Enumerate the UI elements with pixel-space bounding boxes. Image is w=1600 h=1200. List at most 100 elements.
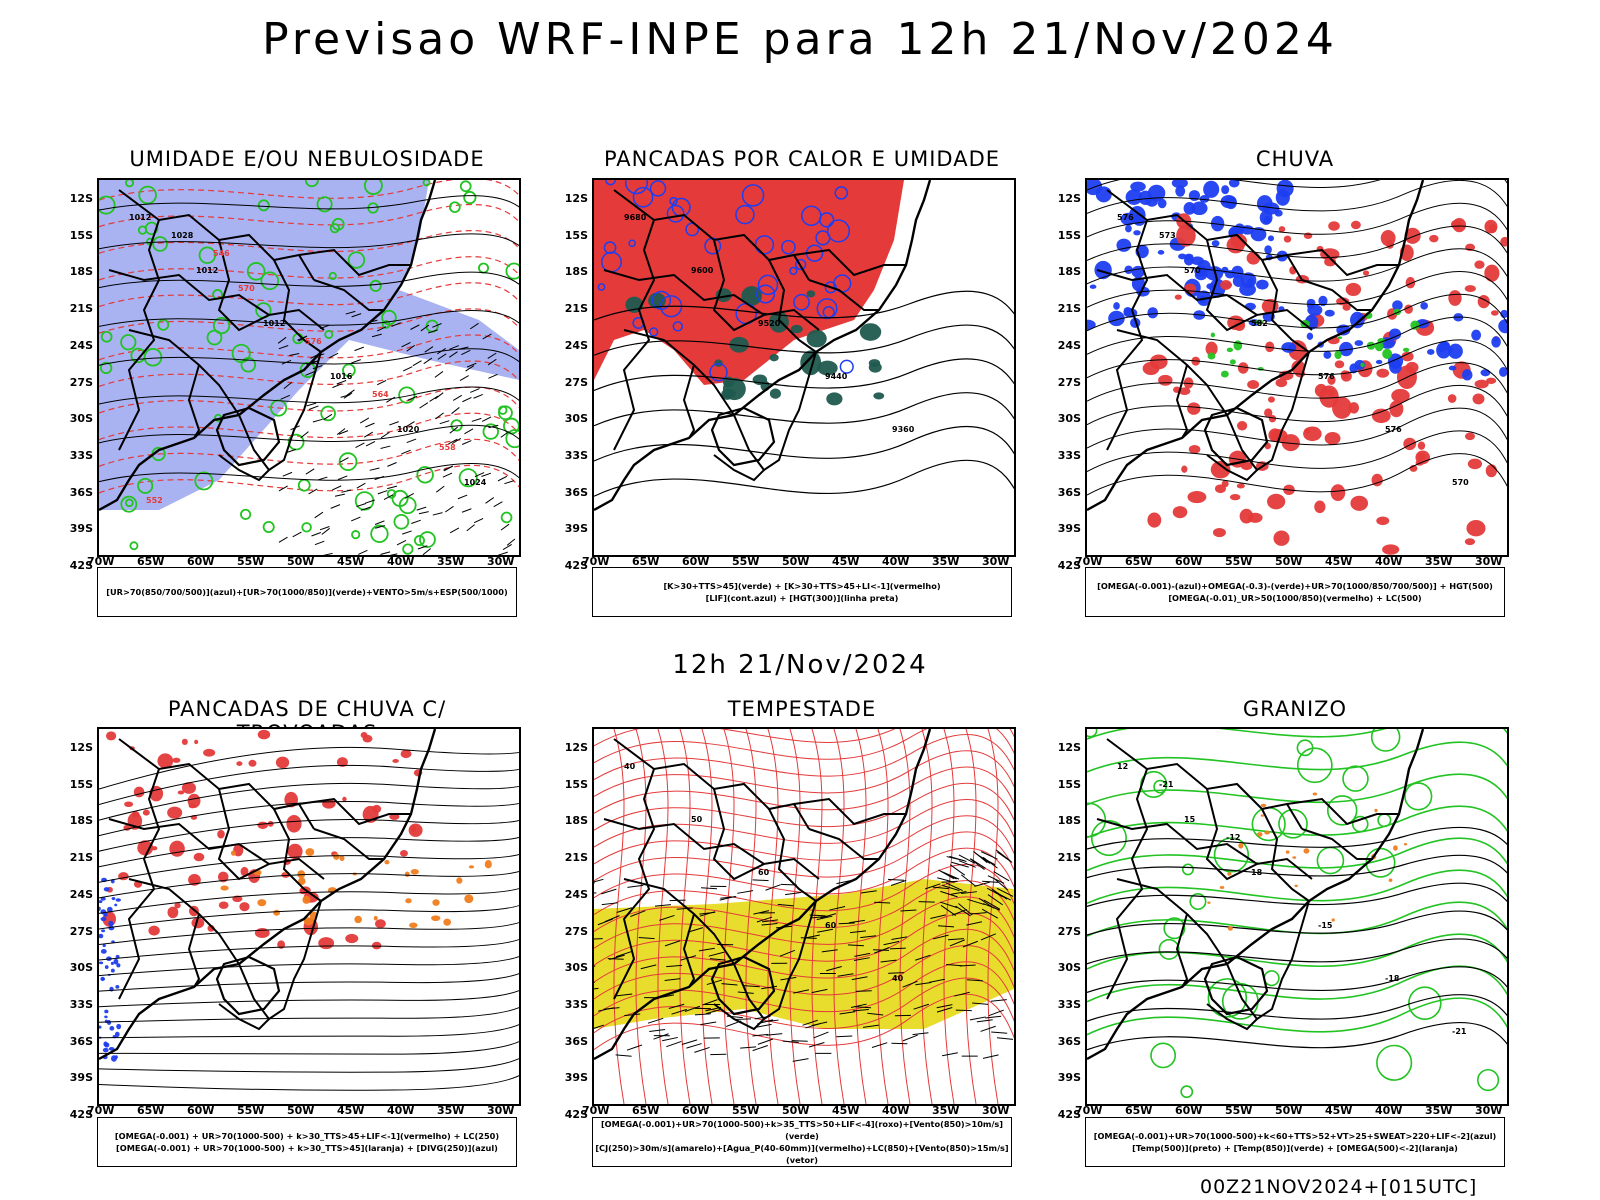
- lon-tick-label: 30W: [982, 1104, 1010, 1117]
- lon-tick-label: 60W: [1175, 555, 1203, 568]
- contour-label: -18: [1385, 974, 1400, 983]
- contour-label: 50: [691, 815, 703, 824]
- forecast-map: 40 50 60 60 40: [592, 727, 1016, 1106]
- lat-tick-label: 27S: [69, 924, 93, 938]
- lon-tick-label: 40W: [387, 1104, 415, 1117]
- contour-label: 573: [1159, 231, 1176, 240]
- lat-tick-label: 42S: [564, 1108, 588, 1121]
- lon-tick-label: 60W: [187, 1104, 215, 1117]
- lon-tick-label: 35W: [1425, 555, 1453, 568]
- lat-tick-label: 12S: [564, 192, 588, 205]
- lat-tick-label: 39S: [69, 522, 93, 536]
- lat-tick-label: 18S: [564, 265, 588, 279]
- lat-axis: 12S 15S 18S 21S 24S 27S 30S 33S 36S 39S 42S: [65, 178, 95, 572]
- lat-tick-label: 24S: [1057, 338, 1081, 352]
- panel-legend: [K>30+TTS>45](verde) + [K>30+TTS>45+LI<-…: [592, 567, 1012, 617]
- contour-label: 576: [1385, 425, 1402, 434]
- contour-label: 570: [1184, 266, 1201, 275]
- lat-tick-label: 18S: [564, 814, 588, 828]
- map-plot: 12 15 18 -15 -18 -21 -21 -12: [1087, 729, 1507, 1099]
- contour-label: 570: [1452, 478, 1469, 487]
- lat-tick-label: 30S: [564, 961, 588, 975]
- lon-tick-label: 60W: [682, 555, 710, 568]
- contour-label: 1012: [129, 213, 151, 222]
- lon-tick-label: 30W: [1475, 1104, 1503, 1117]
- legend-line: [CJ(250)>30m/s](amarelo)+[Agua_P(40-60mm…: [595, 1143, 1009, 1165]
- contour-label: 582: [1251, 319, 1268, 328]
- contour-label: -15: [1318, 921, 1333, 930]
- contour-label: 1024: [464, 478, 487, 487]
- page-title: Previsao WRF-INPE para 12h 21/Nov/2024: [262, 14, 1338, 65]
- lat-tick-label: 15S: [564, 228, 588, 242]
- contour-label: 576: [1117, 213, 1134, 222]
- lon-tick-label: 70W: [1075, 555, 1103, 568]
- contour-label: 40: [624, 762, 636, 771]
- lon-tick-label: 70W: [87, 555, 115, 568]
- lon-tick-label: 45W: [832, 1104, 860, 1117]
- legend-line: [OMEGA(-0.001)-(azul)+OMEGA(-0.3)-(verde…: [1097, 581, 1493, 591]
- contour-label: 546: [213, 249, 230, 258]
- lon-tick-label: 45W: [1325, 555, 1353, 568]
- lat-tick-label: 33S: [69, 448, 93, 462]
- lat-tick-label: 27S: [564, 375, 588, 389]
- lon-axis: 70W 65W 60W 55W 50W 45W 40W 35W 30W: [582, 555, 1022, 569]
- contour-label: 18: [1251, 868, 1263, 877]
- lat-axis: 12S 15S 18S 21S 24S 27S 30S 33S 36S 39S 42S: [1053, 178, 1083, 572]
- lon-tick-label: 60W: [187, 555, 215, 568]
- contour-label: 1020: [397, 425, 420, 434]
- panel-title: PANCADAS POR CALOR E UMIDADE: [603, 147, 1001, 171]
- forecast-map: [97, 727, 521, 1106]
- lat-tick-label: 36S: [69, 1034, 93, 1048]
- lon-tick-label: 30W: [982, 555, 1010, 568]
- lon-axis: 70W 65W 60W 55W 50W 45W 40W 35W 30W: [87, 555, 527, 569]
- map-plot: 9680 9600 9520 9440 9360: [594, 180, 1014, 512]
- panel-title: CHUVA: [1255, 147, 1335, 171]
- lat-tick-label: 42S: [1057, 1108, 1081, 1121]
- lat-tick-label: 24S: [69, 887, 93, 901]
- lon-tick-label: 65W: [632, 555, 660, 568]
- lon-tick-label: 40W: [882, 555, 910, 568]
- legend-line: [OMEGA(-0.001)+UR>70(1000-500)+k>35_TTS>…: [600, 1119, 1004, 1141]
- lat-tick-label: 36S: [564, 485, 588, 499]
- contour-label: 9440: [825, 372, 848, 381]
- lon-tick-label: 65W: [1125, 1104, 1153, 1117]
- panel-title: UMIDADE E/OU NEBULOSIDADE: [129, 147, 485, 171]
- lon-tick-label: 30W: [487, 555, 515, 568]
- map-plot: 576 570 582 576 576 570 573: [1087, 180, 1507, 555]
- lon-tick-label: 50W: [287, 555, 315, 568]
- lon-tick-label: 30W: [487, 1104, 515, 1117]
- panel-legend: [OMEGA(-0.001)+UR>70(1000-500)+k<60+TTS>…: [1085, 1117, 1505, 1167]
- lat-tick-label: 42S: [564, 559, 588, 572]
- lat-tick-label: 30S: [1057, 412, 1081, 426]
- lat-tick-label: 12S: [1057, 192, 1081, 205]
- contour-label: 552: [146, 496, 163, 505]
- lon-tick-label: 65W: [137, 555, 165, 568]
- lon-tick-label: 50W: [287, 1104, 315, 1117]
- lon-tick-label: 65W: [1125, 555, 1153, 568]
- lon-tick-label: 45W: [832, 555, 860, 568]
- lon-tick-label: 65W: [632, 1104, 660, 1117]
- legend-line: [OMEGA(-0.001) + UR>70(1000-500) + k>30_…: [116, 1143, 498, 1153]
- contour-label: 9680: [624, 213, 647, 222]
- contour-label: 9360: [892, 425, 915, 434]
- contour-label: 15: [1184, 815, 1196, 824]
- panel-legend: [OMEGA(-0.001)+UR>70(1000-500)+k>35_TTS>…: [592, 1117, 1012, 1167]
- contour-label: 570: [238, 284, 255, 293]
- contour-label: 576: [305, 337, 322, 346]
- lat-axis: 12S 15S 18S 21S 24S 27S 30S 33S 36S 39S 42S: [65, 727, 95, 1121]
- lon-tick-label: 65W: [137, 1104, 165, 1117]
- lon-tick-label: 45W: [1325, 1104, 1353, 1117]
- lat-tick-label: 15S: [564, 777, 588, 791]
- contour-label: 1012: [263, 319, 285, 328]
- contour-label: 9520: [758, 319, 781, 328]
- forecast-map: 12 15 18 -15 -18 -21 -21 -12: [1085, 727, 1509, 1106]
- lat-tick-label: 30S: [1057, 961, 1081, 975]
- panel-title: GRANIZO: [1242, 697, 1348, 721]
- legend-line: [Temp(500)](preto) + [Temp(850)](verde) …: [1132, 1143, 1458, 1153]
- lon-tick-label: 70W: [582, 1104, 610, 1117]
- lat-tick-label: 15S: [1057, 777, 1081, 791]
- lat-tick-label: 27S: [69, 375, 93, 389]
- panel-legend: [OMEGA(-0.001) + UR>70(1000-500) + k>30_…: [97, 1117, 517, 1167]
- forecast-map: 576 570 582 576 576 570 573: [1085, 178, 1509, 557]
- lon-tick-label: 55W: [732, 1104, 760, 1117]
